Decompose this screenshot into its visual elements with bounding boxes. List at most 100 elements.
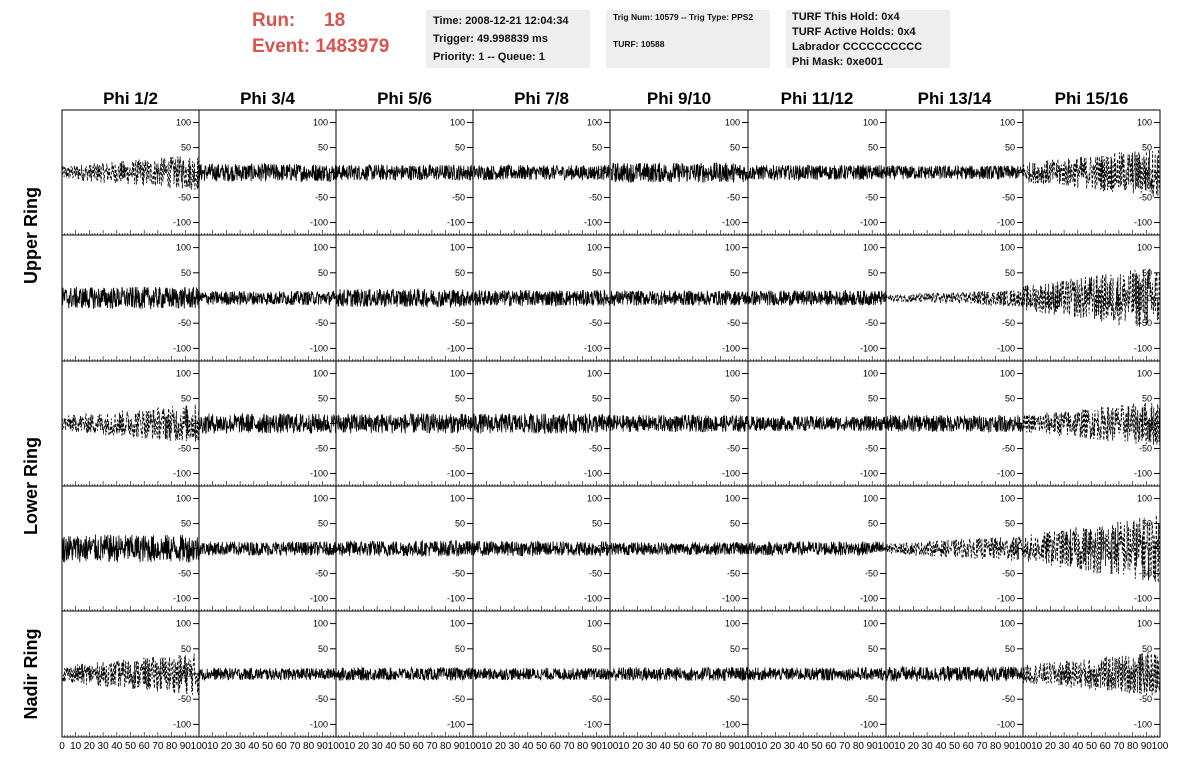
y-tick-label: -100 [173, 343, 191, 353]
x-tick-label: 10 [756, 741, 768, 752]
y-tick-label: -100 [860, 719, 878, 729]
x-tick-label: 50 [1086, 741, 1098, 752]
waveform-trace [609, 413, 749, 433]
y-tick-label: -50 [178, 318, 191, 328]
x-tick-label: 80 [990, 741, 1002, 752]
run-event-block: Run: 18 Event: 1483979 [252, 8, 420, 60]
x-tick-label: 40 [935, 741, 947, 752]
y-tick-label: 100 [725, 118, 740, 128]
x-tick-label: 10 [344, 741, 356, 752]
y-tick-label: 50 [455, 644, 465, 654]
y-tick-label: 50 [1005, 143, 1015, 153]
x-tick-label: 70 [152, 741, 164, 752]
x-tick-label: 100 [740, 741, 757, 752]
y-tick-label: 100 [313, 118, 328, 128]
y-tick-label: 100 [863, 369, 878, 379]
y-tick-label: 0 [735, 419, 740, 429]
x-tick-label: 80 [303, 741, 315, 752]
y-tick-label: 100 [1000, 118, 1015, 128]
x-tick-label: 70 [426, 741, 438, 752]
waveform-trace [1022, 402, 1161, 445]
x-tick-label: 70 [976, 741, 988, 752]
y-tick-label: 0 [597, 168, 602, 178]
y-tick-label: 50 [868, 394, 878, 404]
x-tick-label: 20 [770, 741, 782, 752]
x-tick-label: 10 [481, 741, 493, 752]
column-header: Phi 7/8 [514, 89, 569, 108]
y-tick-label: 50 [181, 394, 191, 404]
x-tick-label: 70 [563, 741, 575, 752]
y-tick-label: -50 [727, 569, 740, 579]
panel-frame [1022, 485, 1161, 612]
x-tick-label: 90 [591, 741, 603, 752]
y-tick-label: -50 [452, 318, 465, 328]
time-info-box: Time: 2008-12-21 12:04:34 Trigger: 49.99… [426, 10, 590, 68]
y-tick-label: -50 [315, 318, 328, 328]
event-value: 1483979 [315, 36, 390, 57]
y-tick-label: 0 [1147, 293, 1152, 303]
x-tick-label: 20 [632, 741, 644, 752]
x-tick-label: 50 [399, 741, 411, 752]
y-tick-label: 100 [313, 494, 328, 504]
x-tick-label: 60 [1100, 741, 1112, 752]
waveform-trace [335, 412, 474, 434]
waveform-trace [885, 665, 1024, 683]
x-tick-label: 80 [577, 741, 589, 752]
waveform-trace [1022, 268, 1161, 327]
y-tick-label: -100 [447, 469, 465, 479]
waveform-trace [609, 289, 749, 307]
y-tick-label: 50 [318, 268, 328, 278]
y-tick-label: -100 [1134, 218, 1152, 228]
y-tick-label: 100 [1000, 494, 1015, 504]
x-tick-label: 20 [84, 741, 96, 752]
waveform-trace [885, 164, 1024, 180]
priority-line: Priority: 1 -- Queue: 1 [433, 51, 545, 63]
y-tick-label: 100 [176, 118, 191, 128]
column-header: Phi 11/12 [781, 89, 854, 108]
y-tick-label: -100 [722, 343, 740, 353]
y-tick-label: 100 [725, 243, 740, 253]
x-tick-label: 30 [509, 741, 521, 752]
column-header: Phi 5/6 [377, 89, 432, 108]
waveform-trace [472, 164, 611, 181]
y-tick-label: 0 [186, 168, 191, 178]
x-tick-label: 20 [221, 741, 233, 752]
x-tick-label: 80 [715, 741, 727, 752]
y-tick-label: 50 [318, 143, 328, 153]
y-tick-label: -50 [1002, 318, 1015, 328]
y-tick-label: -50 [1002, 694, 1015, 704]
x-tick-label: 100 [602, 741, 619, 752]
y-tick-label: 50 [455, 143, 465, 153]
y-tick-label: 50 [181, 143, 191, 153]
y-tick-label: -50 [589, 694, 602, 704]
y-tick-label: 50 [592, 519, 602, 529]
y-tick-label: 50 [181, 519, 191, 529]
x-tick-label: 70 [289, 741, 301, 752]
x-tick-label: 50 [536, 741, 548, 752]
y-tick-label: -100 [997, 343, 1015, 353]
time-line: Time: 2008-12-21 12:04:34 [433, 15, 569, 27]
y-tick-label: 100 [450, 243, 465, 253]
x-tick-label: 80 [1127, 741, 1139, 752]
y-tick-label: 0 [873, 419, 878, 429]
y-tick-label: 100 [450, 619, 465, 629]
x-tick-label: 10 [618, 741, 630, 752]
waveform-trace [61, 653, 200, 695]
y-tick-label: 100 [450, 369, 465, 379]
waveform-trace [198, 290, 337, 306]
y-tick-label: -50 [1139, 318, 1152, 328]
y-tick-label: 0 [1010, 544, 1015, 554]
y-tick-label: 100 [587, 494, 602, 504]
